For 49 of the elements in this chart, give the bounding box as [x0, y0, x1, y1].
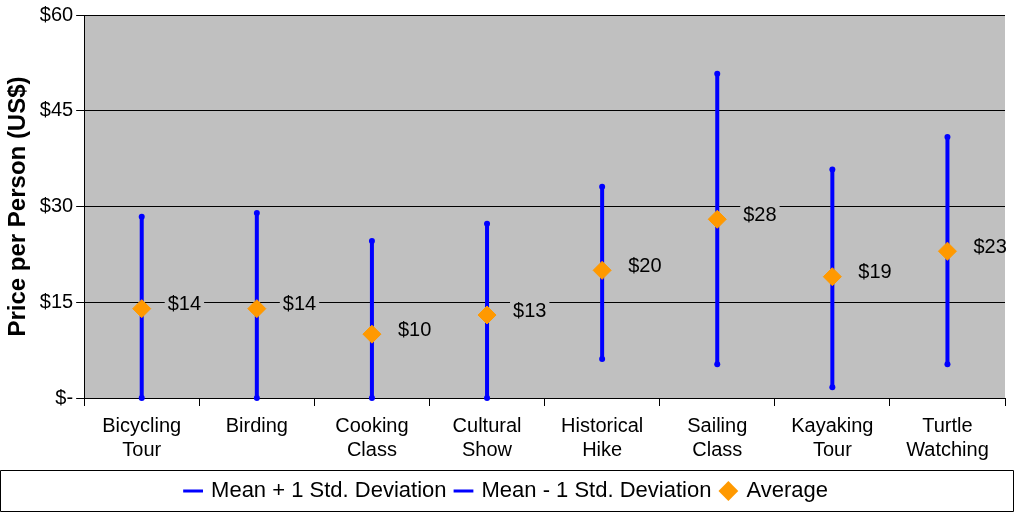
point — [714, 361, 721, 368]
point — [592, 260, 612, 280]
data-label: $13 — [513, 298, 547, 321]
y-tick-label: $45 — [39, 98, 74, 121]
x-tick-label: Cultural Show — [452, 413, 522, 460]
point — [944, 361, 951, 368]
point — [253, 395, 260, 401]
x-tick-label: Sailing Class — [687, 413, 748, 460]
data-label: $28 — [743, 202, 777, 225]
point — [599, 183, 606, 190]
data-label: $10 — [397, 317, 432, 340]
point — [937, 241, 957, 261]
y-axis-title: Price per Person (US$) — [3, 76, 31, 337]
y-tick-label: $15 — [39, 289, 74, 312]
x-tick-label: Cooking Class — [335, 413, 409, 460]
point — [138, 395, 145, 401]
point — [484, 395, 491, 401]
data-label: $19 — [858, 260, 892, 283]
point — [368, 237, 375, 244]
point — [829, 166, 836, 173]
point — [707, 209, 727, 229]
x-tick-label: Kayaking Tour — [791, 413, 874, 460]
y-tick-label: $60 — [39, 2, 74, 25]
point — [599, 356, 606, 363]
point — [138, 213, 145, 220]
point — [247, 299, 267, 319]
point — [484, 220, 491, 227]
y-tick-label: $30 — [39, 194, 74, 217]
legend-label: Mean + 1 Std. Deviation — [211, 477, 447, 503]
point — [822, 267, 842, 287]
y-tick-label: $- — [55, 385, 74, 408]
data-label: $20 — [628, 253, 662, 276]
point — [132, 299, 152, 319]
point — [368, 395, 375, 401]
data-label: $23 — [973, 234, 1007, 257]
data-label: $14 — [282, 292, 317, 315]
x-tick-label: Historical Hike — [561, 413, 644, 460]
point — [477, 305, 497, 325]
x-tick-label: Bicycling Tour — [102, 413, 182, 460]
point — [829, 384, 836, 391]
legend-label: Mean - 1 Std. Deviation — [481, 477, 712, 503]
point — [362, 324, 382, 344]
data-label: $14 — [167, 292, 202, 315]
point — [714, 70, 721, 77]
x-tick-label: Birding — [225, 413, 288, 436]
x-tick-label: Turtle Watching — [906, 413, 989, 460]
point — [253, 209, 260, 216]
legend-label: Average — [746, 477, 828, 503]
point — [944, 133, 951, 140]
